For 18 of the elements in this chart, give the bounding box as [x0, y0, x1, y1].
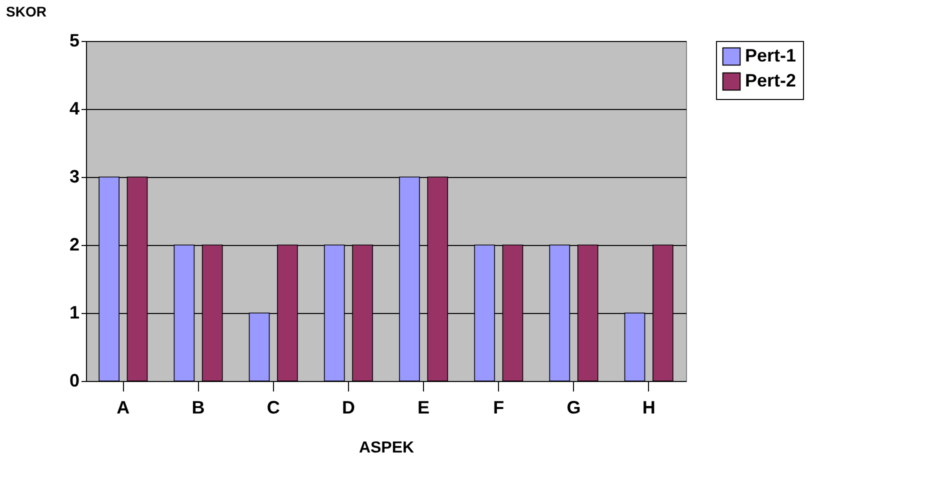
y-tick-label: 1 [69, 302, 80, 322]
x-tick-label: D [342, 398, 355, 418]
y-tick-label: 0 [69, 370, 80, 390]
legend-label: Pert-1 [745, 46, 796, 66]
x-tick-label: E [418, 398, 430, 418]
x-tick-label: A [116, 398, 130, 418]
x-tick-label: F [493, 398, 504, 418]
x-tick-label: H [642, 398, 656, 418]
legend-label: Pert-2 [745, 70, 796, 90]
x-tick-label: B [192, 398, 205, 418]
y-tick-label: 4 [69, 98, 80, 118]
x-axis-title: ASPEK [358, 440, 415, 456]
y-tick-label: 2 [69, 234, 80, 254]
y-tick-label: 3 [69, 166, 80, 186]
x-tick-label: G [566, 398, 581, 418]
y-axis-title: SKOR [6, 4, 46, 20]
x-tick-label: C [266, 398, 280, 418]
y-tick-label: 5 [69, 30, 80, 50]
